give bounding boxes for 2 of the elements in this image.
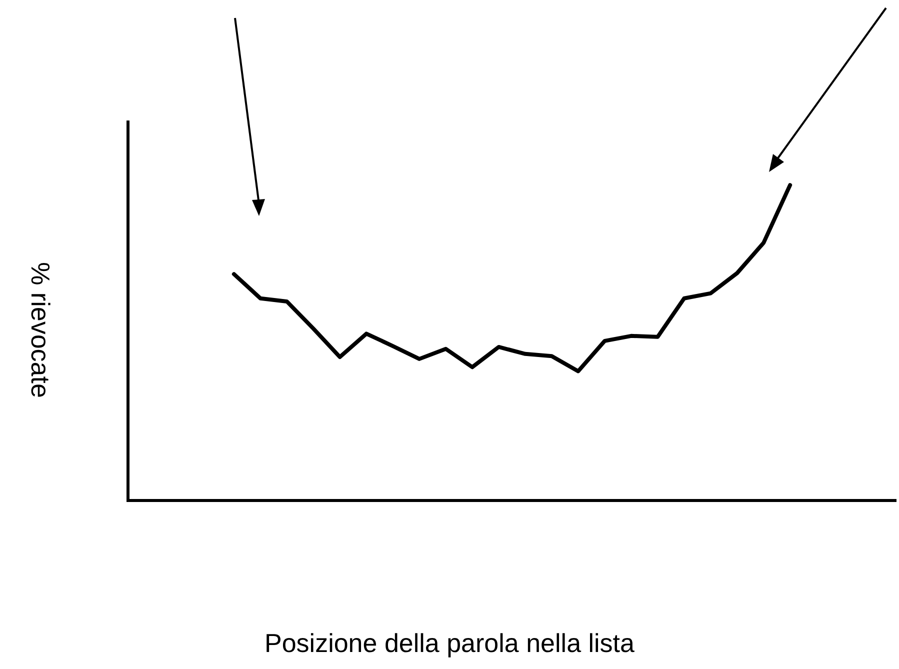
y-axis-title: % rievocate: [24, 262, 56, 398]
x-axis-title: Posizione della parola nella lista: [263, 628, 636, 659]
